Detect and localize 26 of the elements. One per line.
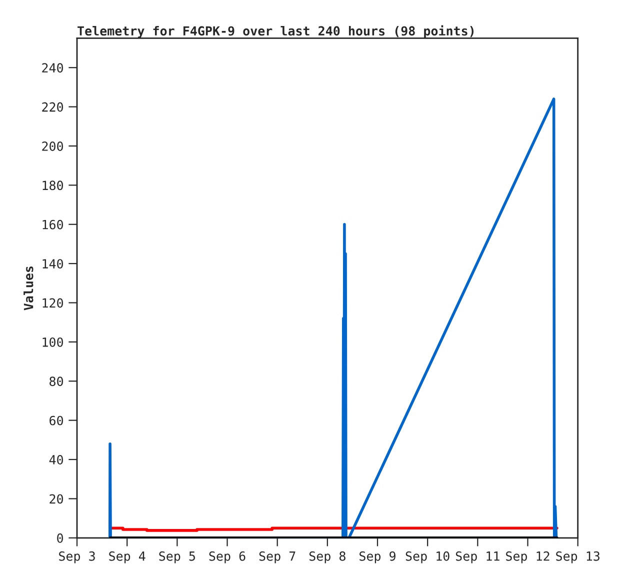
y-tick-label: 80 <box>50 376 63 386</box>
x-tick-label: Sep 3 <box>59 551 95 564</box>
y-tick-label: 140 <box>42 259 63 269</box>
x-tick-label: Sep 10 <box>406 551 450 564</box>
y-tick-label: 160 <box>42 220 63 230</box>
y-tick-label: 120 <box>42 298 63 308</box>
x-tick-label: Sep 13 <box>556 551 600 564</box>
y-tick-label: 200 <box>42 141 63 151</box>
chart-title: Telemetry for F4GPK-9 over last 240 hours (98 points) <box>78 25 474 38</box>
y-tick-label: 40 <box>49 455 63 464</box>
x-tick-label: Sep 8 <box>309 551 346 564</box>
x-tick-label: Sep 5 <box>159 551 195 564</box>
x-tick-label: Sep 6 <box>209 551 246 564</box>
x-tick-label: Sep 12 <box>506 551 550 564</box>
y-tick-label: 240 <box>42 63 63 73</box>
x-tick-label: Sep 9 <box>360 551 396 564</box>
x-tick-label: Sep 11 <box>456 551 500 564</box>
y-tick-label: 60 <box>50 416 63 426</box>
y-tick-label: 220 <box>42 102 63 112</box>
y-tick-label: 20 <box>50 494 63 504</box>
y-tick-label: 0 <box>57 533 63 543</box>
y-tick-label: 180 <box>42 180 63 190</box>
y-axis-title: Values <box>24 266 34 310</box>
x-tick-label: Sep 7 <box>259 551 296 564</box>
x-tick-label: Sep 4 <box>109 551 146 564</box>
y-tick-label: 100 <box>42 337 63 347</box>
